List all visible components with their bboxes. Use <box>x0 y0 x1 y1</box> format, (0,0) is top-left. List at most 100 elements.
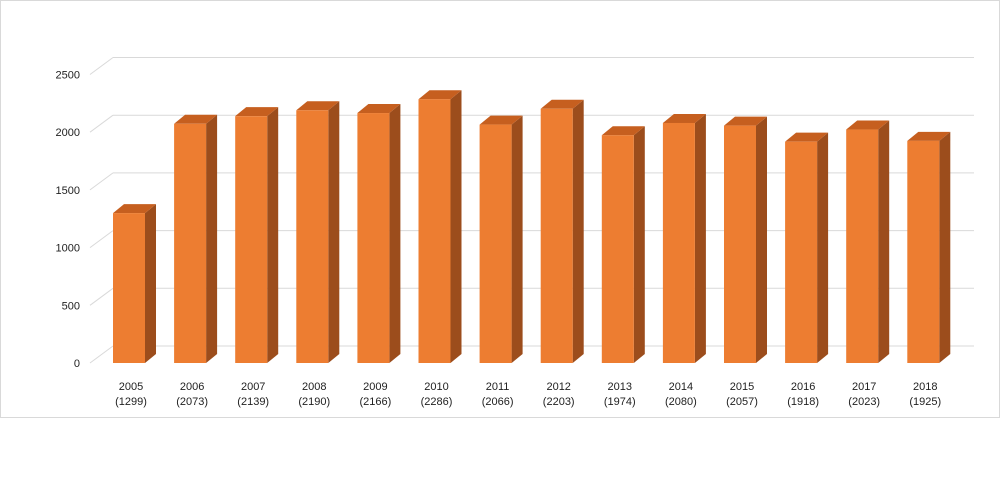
bar-top <box>174 114 218 124</box>
x-tick-label: 2014 <box>669 381 693 393</box>
bar-side <box>267 107 279 364</box>
bar-front <box>662 122 695 363</box>
bar-front <box>296 110 329 363</box>
x-tick-label: 2005 <box>119 381 143 393</box>
bar <box>296 101 340 364</box>
bar-top <box>357 104 401 114</box>
grid-slant <box>89 57 114 75</box>
bar-side <box>756 116 767 364</box>
x-value-label: (1925) <box>909 396 941 408</box>
bar-front <box>357 113 390 363</box>
x-value-label: (2023) <box>848 396 880 408</box>
bar-side <box>206 114 218 363</box>
grid-slant <box>89 287 114 306</box>
x-tick-label: 2016 <box>791 381 815 393</box>
y-tick-label: 1500 <box>56 185 80 197</box>
grid-slant <box>89 345 114 364</box>
bar-side <box>511 115 523 363</box>
x-tick-label: 2018 <box>913 381 937 393</box>
y-tick-label: 2500 <box>56 70 80 82</box>
bar-front <box>724 125 756 364</box>
x-value-label: (1918) <box>787 396 819 408</box>
y-tick-label: 2000 <box>56 127 80 139</box>
bar-top <box>418 90 462 100</box>
bar <box>785 132 829 363</box>
bar <box>540 99 584 363</box>
x-value-label: (1974) <box>604 396 636 408</box>
bar-front <box>479 124 512 363</box>
x-tick-label: 2012 <box>546 381 570 393</box>
bar-top <box>479 115 523 125</box>
bar <box>846 120 890 363</box>
x-tick-label: 2015 <box>730 381 754 393</box>
bar-front <box>418 99 451 363</box>
x-tick-label: 2013 <box>608 381 632 393</box>
bar <box>907 131 951 363</box>
bar-front <box>235 116 268 364</box>
bar-front <box>601 135 634 363</box>
bar-front <box>113 213 145 363</box>
bar <box>235 107 279 364</box>
x-value-label: (2066) <box>482 396 514 408</box>
grid-slant <box>89 230 114 249</box>
bar <box>418 90 462 363</box>
bar <box>724 116 767 364</box>
bar <box>479 115 523 363</box>
x-value-label: (2166) <box>360 396 392 408</box>
bar <box>357 104 401 363</box>
bar-side <box>450 90 462 363</box>
y-tick-label: 500 <box>62 300 80 312</box>
bar-front <box>785 141 818 363</box>
x-value-label: (1299) <box>115 396 147 408</box>
bar-side <box>939 131 951 363</box>
x-value-label: (2190) <box>298 396 330 408</box>
bar-top <box>907 131 951 141</box>
bar-side <box>145 204 156 363</box>
bar-top <box>662 113 706 123</box>
x-tick-label: 2017 <box>852 381 876 393</box>
bar <box>113 204 156 363</box>
bar-side <box>817 132 829 363</box>
bar-top <box>296 101 340 111</box>
bar-top <box>235 107 279 117</box>
bar-side <box>389 104 401 363</box>
bar-front <box>540 108 573 363</box>
x-tick-label: 2009 <box>363 381 387 393</box>
x-value-label: (2080) <box>665 396 697 408</box>
x-value-label: (2139) <box>237 396 269 408</box>
bar-top <box>601 126 645 136</box>
bar-top <box>724 116 767 126</box>
grid-slant <box>89 114 114 133</box>
x-tick-label: 2008 <box>302 381 326 393</box>
bar-top <box>785 132 829 142</box>
bar-top <box>540 99 584 109</box>
x-value-label: (2203) <box>543 396 575 408</box>
bar-side <box>633 126 645 363</box>
bar-side <box>694 113 706 363</box>
grid-slant <box>89 172 114 191</box>
x-value-label: (2057) <box>726 396 758 408</box>
x-tick-label: 2011 <box>486 381 510 393</box>
x-value-label: (2286) <box>421 396 453 408</box>
y-tick-label: 1000 <box>56 243 80 255</box>
x-value-label: (2073) <box>176 396 208 408</box>
bar-top <box>846 120 890 130</box>
bar-chart: 0 500 1000 1500 2000 2500 2005 (1299) 2006 (2073… <box>56 57 974 408</box>
x-tick-label: 2007 <box>241 381 265 393</box>
bars <box>113 90 951 364</box>
bar <box>174 114 218 363</box>
bar-side <box>328 101 340 364</box>
bar-front <box>846 129 879 363</box>
y-tick-label: 0 <box>74 358 80 370</box>
bar <box>662 113 706 363</box>
bar-front <box>174 123 207 363</box>
bar-front <box>907 140 940 363</box>
bar-side <box>878 120 890 363</box>
bar <box>601 126 645 363</box>
x-axis: 2005 (1299) 2006 (2073) 2007 (2139) 2008 (2190)… <box>115 381 941 408</box>
x-tick-label: 2010 <box>424 381 448 393</box>
bar-top <box>113 204 156 214</box>
gridlines <box>89 57 974 364</box>
x-tick-label: 2006 <box>180 381 204 393</box>
y-axis: 0 500 1000 1500 2000 2500 <box>56 70 80 371</box>
